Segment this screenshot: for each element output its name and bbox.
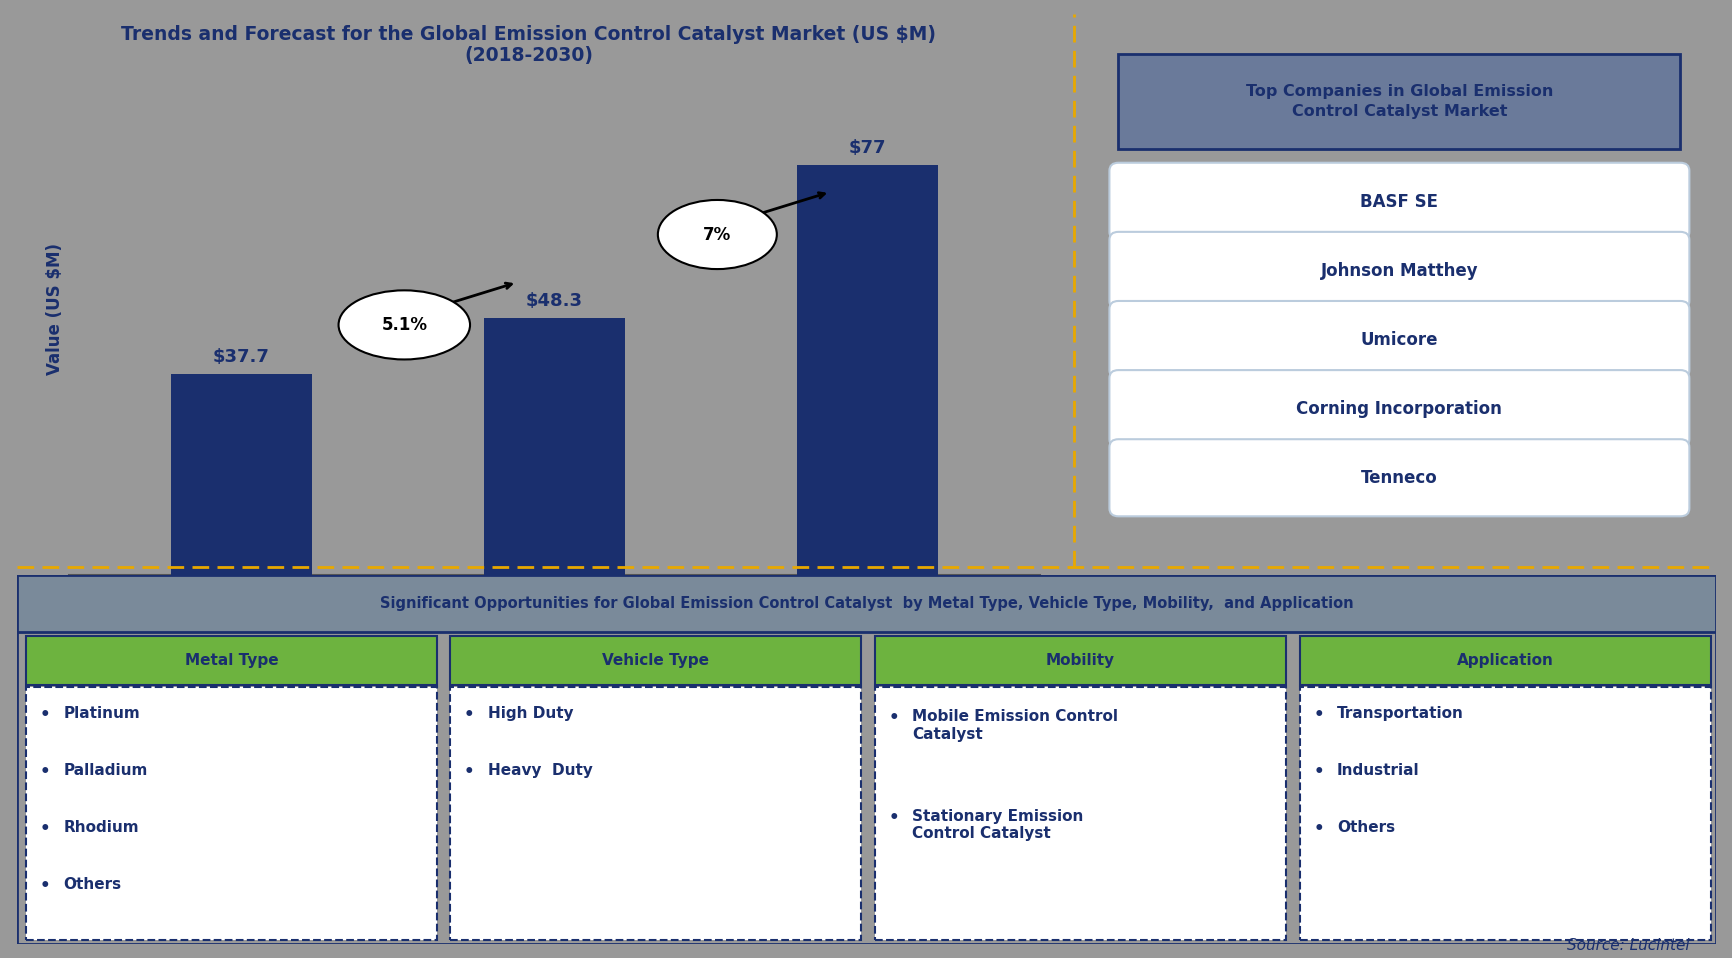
Text: •: •: [889, 809, 899, 827]
Text: 7%: 7%: [703, 225, 731, 243]
Text: •: •: [1313, 706, 1323, 723]
Text: •: •: [464, 706, 475, 723]
Text: •: •: [464, 763, 475, 781]
Text: Umicore: Umicore: [1360, 331, 1438, 349]
Text: Vehicle Type: Vehicle Type: [603, 653, 708, 669]
Text: Trends and Forecast for the Global Emission Control Catalyst Market (US $M): Trends and Forecast for the Global Emiss…: [121, 25, 935, 44]
Text: •: •: [40, 763, 50, 781]
FancyBboxPatch shape: [1299, 687, 1709, 940]
Text: Rhodium: Rhodium: [62, 820, 139, 835]
Text: Transportation: Transportation: [1335, 706, 1464, 720]
FancyBboxPatch shape: [1108, 232, 1689, 308]
Text: Mobility: Mobility: [1046, 653, 1114, 669]
Text: •: •: [40, 706, 50, 723]
Text: Johnson Matthey: Johnson Matthey: [1320, 262, 1477, 280]
Text: •: •: [1313, 763, 1323, 781]
FancyBboxPatch shape: [1108, 370, 1689, 447]
FancyBboxPatch shape: [1117, 54, 1680, 149]
Text: BASF SE: BASF SE: [1360, 193, 1438, 211]
FancyBboxPatch shape: [1108, 439, 1689, 516]
FancyBboxPatch shape: [1108, 163, 1689, 240]
Bar: [797, 166, 937, 575]
Text: $77: $77: [849, 140, 885, 157]
Text: Top Companies in Global Emission
Control Catalyst Market: Top Companies in Global Emission Control…: [1245, 84, 1552, 119]
Bar: [483, 318, 625, 575]
Text: Others: Others: [62, 878, 121, 892]
Text: Platinum: Platinum: [62, 706, 140, 720]
Text: Others: Others: [1335, 820, 1394, 835]
Text: Heavy  Duty: Heavy Duty: [487, 763, 592, 778]
Text: (2018-2030): (2018-2030): [464, 46, 592, 65]
FancyBboxPatch shape: [450, 687, 861, 940]
FancyBboxPatch shape: [1108, 301, 1689, 378]
Text: Industrial: Industrial: [1335, 763, 1419, 778]
Text: Metal Type: Metal Type: [184, 653, 277, 669]
FancyBboxPatch shape: [26, 687, 436, 940]
Text: •: •: [40, 878, 50, 895]
Bar: [171, 375, 312, 575]
FancyBboxPatch shape: [26, 636, 436, 686]
Y-axis label: Value (US $M): Value (US $M): [45, 243, 64, 375]
Text: 5.1%: 5.1%: [381, 316, 428, 334]
Text: Corning Incorporation: Corning Incorporation: [1296, 399, 1502, 418]
Text: $48.3: $48.3: [527, 292, 582, 310]
Text: •: •: [40, 820, 50, 838]
Ellipse shape: [658, 200, 776, 269]
FancyBboxPatch shape: [17, 575, 1715, 944]
Text: $37.7: $37.7: [213, 349, 270, 366]
FancyBboxPatch shape: [875, 636, 1285, 686]
Ellipse shape: [338, 290, 469, 359]
Text: Tenneco: Tenneco: [1360, 469, 1438, 487]
Text: Stationary Emission
Control Catalyst: Stationary Emission Control Catalyst: [911, 809, 1082, 841]
Text: Application: Application: [1457, 653, 1552, 669]
Text: Mobile Emission Control
Catalyst: Mobile Emission Control Catalyst: [911, 710, 1117, 741]
FancyBboxPatch shape: [1299, 636, 1709, 686]
Text: Source: Lucintel: Source: Lucintel: [1566, 938, 1689, 953]
Text: Palladium: Palladium: [62, 763, 147, 778]
FancyBboxPatch shape: [17, 575, 1715, 632]
Text: High Duty: High Duty: [487, 706, 573, 720]
Text: •: •: [889, 710, 899, 727]
Text: •: •: [1313, 820, 1323, 838]
FancyBboxPatch shape: [450, 636, 861, 686]
Text: Significant Opportunities for Global Emission Control Catalyst  by Metal Type, V: Significant Opportunities for Global Emi…: [379, 596, 1353, 611]
FancyBboxPatch shape: [875, 687, 1285, 940]
